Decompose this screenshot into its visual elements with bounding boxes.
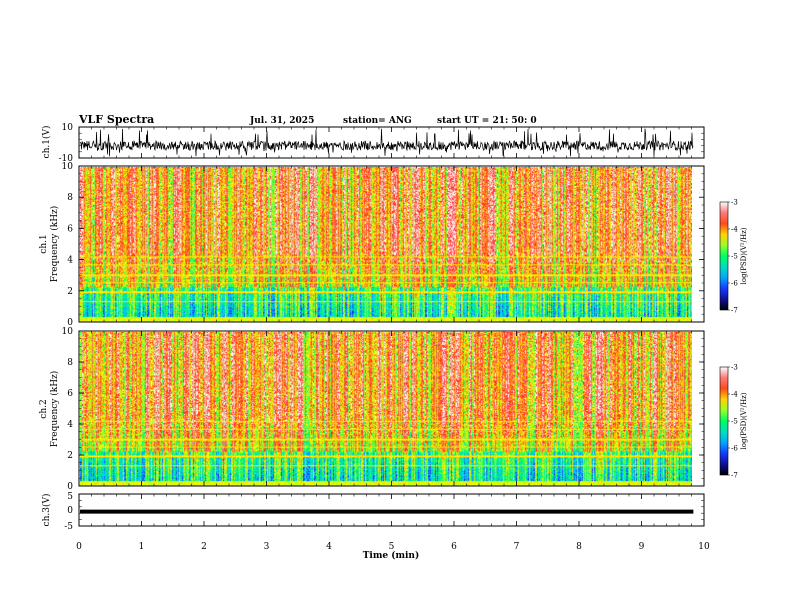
x-tick-label: 5 xyxy=(389,542,395,552)
colorbar-tick-label: -6 xyxy=(731,445,738,453)
ch2-spectrogram-image xyxy=(80,332,692,486)
ch3-ytick-top: 5 xyxy=(67,492,73,502)
ch1-waveform-trace xyxy=(79,128,694,157)
y-tick-label: 2 xyxy=(67,451,73,461)
y-tick-label: 4 xyxy=(67,420,73,430)
x-tick-label: 8 xyxy=(576,542,582,552)
colorbar-tick-label: -4 xyxy=(731,391,738,399)
y-tick-label: 10 xyxy=(62,327,74,337)
ch1-ytick-top: 10 xyxy=(62,123,74,133)
x-tick-label: 4 xyxy=(326,542,332,552)
colorbar-tick-label: -5 xyxy=(731,253,738,261)
ch2-colorbar-label: log(PSD)(V²/Hz) xyxy=(740,392,748,449)
ch1-spectrogram-ylabel-freq: Frequency (kHz) xyxy=(49,206,60,283)
y-tick-label: 0 xyxy=(67,318,73,328)
y-tick-label: 0 xyxy=(67,482,73,492)
date-label: Jul. 31, 2025 xyxy=(249,116,314,126)
y-tick-label: 6 xyxy=(67,389,73,399)
ch2-spectrogram-ylabel-channel: ch.2 xyxy=(39,399,49,418)
y-tick-label: 2 xyxy=(67,287,73,297)
y-tick-label: 6 xyxy=(67,224,73,234)
ch1-colorbar xyxy=(720,202,728,310)
colorbar-tick-label: -3 xyxy=(731,199,738,207)
colorbar-tick-label: -6 xyxy=(731,280,738,288)
start-time-label: start UT = 21: 50: 0 xyxy=(437,116,537,126)
x-tick-label: 10 xyxy=(698,542,710,552)
time-axis-label: Time (min) xyxy=(363,550,420,561)
colorbar-tick-label: -4 xyxy=(731,226,738,234)
ch1-colorbar-label: log(PSD)(V²/Hz) xyxy=(740,227,748,284)
y-tick-label: 8 xyxy=(67,193,73,203)
ch3-waveform-panel: 5 0 -5 ch.3(V) xyxy=(41,492,705,532)
x-tick-label: 0 xyxy=(76,542,82,552)
ch1-ytick-bottom: -10 xyxy=(59,154,74,164)
x-tick-label: 9 xyxy=(639,542,645,552)
colorbar-tick-label: -5 xyxy=(731,418,738,426)
y-tick-label: 4 xyxy=(67,256,73,266)
x-tick-label: 2 xyxy=(201,542,207,552)
ch1-waveform-ylabel: ch.1(V) xyxy=(41,126,52,159)
figure-title: VLF Spectra xyxy=(78,113,154,126)
colorbar-tick-label: -7 xyxy=(731,472,738,480)
colorbar-tick-label: -7 xyxy=(731,307,738,315)
ch3-ytick-bottom: -5 xyxy=(64,522,73,532)
x-tick-label: 3 xyxy=(264,542,270,552)
ch2-colorbar xyxy=(720,367,728,475)
ch1-waveform-panel: 10 -10 ch.1(V) xyxy=(41,123,705,164)
ch3-ytick-mid: 0 xyxy=(67,506,73,516)
x-tick-label: 6 xyxy=(451,542,457,552)
ch1-spectrogram-ylabel-channel: ch.1 xyxy=(39,234,49,253)
ch1-spectrogram-image xyxy=(80,167,692,322)
y-tick-label: 10 xyxy=(62,162,74,172)
x-tick-label: 1 xyxy=(139,542,145,552)
station-label: station= ANG xyxy=(343,116,412,126)
x-tick-label: 7 xyxy=(514,542,520,552)
ch3-waveform-ylabel: ch.3(V) xyxy=(41,494,52,527)
y-tick-label: 8 xyxy=(67,358,73,368)
ch2-spectrogram-ylabel-freq: Frequency (kHz) xyxy=(49,371,60,448)
colorbar-tick-label: -3 xyxy=(731,364,738,372)
